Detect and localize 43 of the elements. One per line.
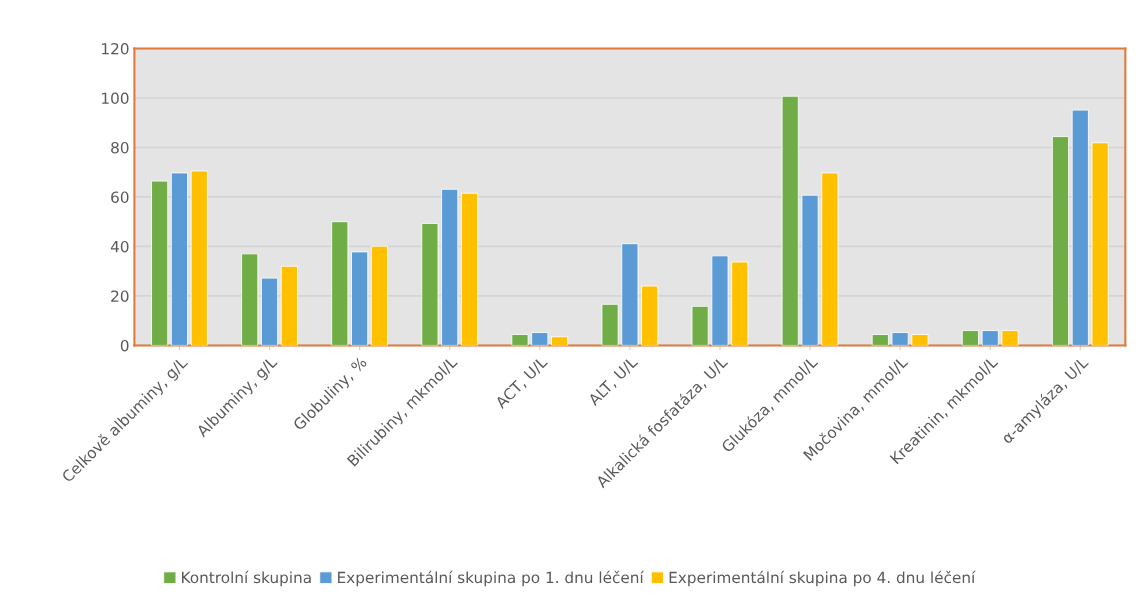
bar — [1091, 142, 1109, 346]
bar — [261, 277, 279, 346]
bar — [441, 188, 459, 346]
bar — [511, 334, 529, 346]
bar — [280, 265, 298, 346]
bar — [691, 305, 709, 346]
bar — [621, 243, 639, 346]
y-tick-label: 120 — [102, 42, 129, 55]
bar — [331, 221, 349, 346]
bar — [351, 251, 369, 346]
legend-label: Kontrolní skupina — [182, 570, 311, 587]
legend-label: Experimentální skupina po 4. dnu léčení — [669, 570, 976, 587]
bar — [601, 303, 619, 346]
bar — [1071, 109, 1089, 346]
bar — [781, 95, 799, 346]
y-tick-label: 80 — [111, 141, 129, 154]
bar — [801, 194, 819, 346]
y-tick-label: 20 — [111, 290, 129, 302]
bar — [151, 180, 169, 346]
bar — [1001, 330, 1019, 346]
bar — [891, 332, 909, 346]
bar — [531, 332, 549, 346]
y-tick-label: 0 — [120, 339, 129, 352]
bar — [641, 285, 659, 346]
bar — [190, 170, 208, 346]
bar — [911, 334, 929, 346]
y-tick-label: 100 — [102, 92, 129, 104]
bar — [1051, 136, 1069, 346]
bar — [551, 336, 569, 346]
bar — [981, 330, 999, 346]
bar — [170, 172, 188, 346]
y-tick-label: 40 — [110, 240, 129, 253]
bar — [731, 261, 749, 346]
bar — [460, 192, 479, 346]
bar — [421, 223, 439, 346]
y-tick-label: 60 — [111, 191, 129, 203]
bar — [871, 334, 889, 346]
bar — [370, 245, 388, 346]
bar — [821, 172, 839, 346]
bar — [711, 255, 729, 346]
bar — [961, 330, 979, 346]
legend-label: Experimentální skupina po 1. dnu léčení — [338, 570, 645, 587]
bar — [241, 253, 259, 346]
